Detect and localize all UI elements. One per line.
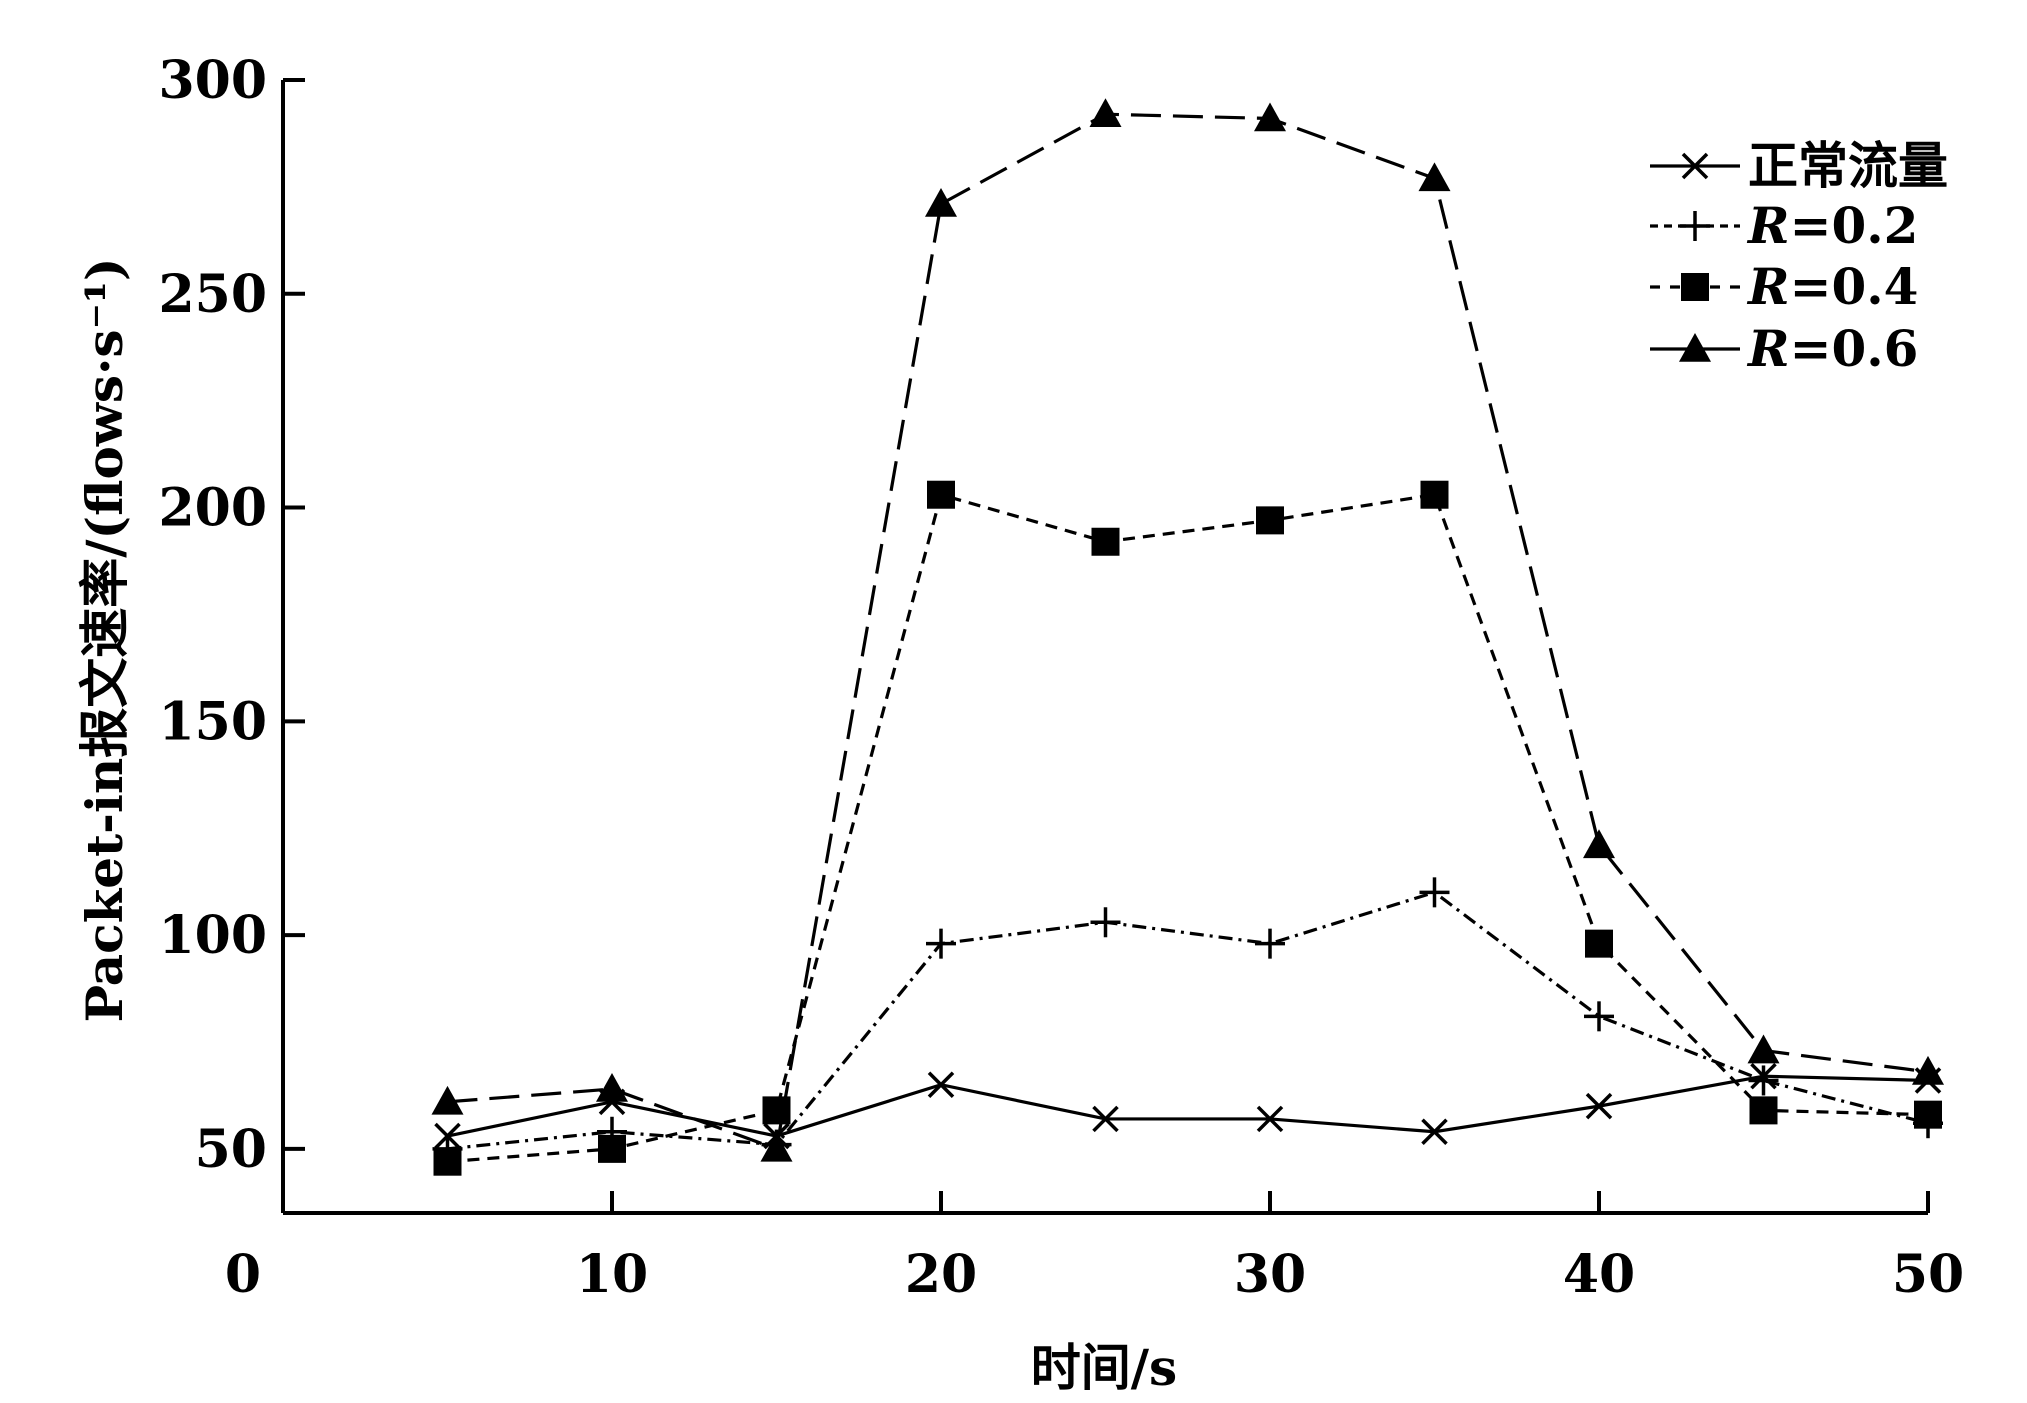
legend-label-variable: R — [1746, 319, 1790, 378]
data-point — [1914, 1100, 1942, 1129]
legend-item: 正常流量 — [1650, 136, 1948, 195]
data-point — [1583, 829, 1615, 859]
data-point — [1419, 877, 1450, 908]
data-point — [596, 1073, 628, 1102]
legend-marker — [1679, 333, 1711, 362]
series-3 — [433, 480, 1942, 1176]
data-point — [431, 1085, 464, 1115]
legend-item: R=0.4 — [1650, 257, 1918, 316]
data-point — [1256, 1105, 1284, 1133]
y-tick-label: 100 — [158, 905, 267, 966]
legend-item: R=0.6 — [1650, 319, 1918, 378]
series-layer — [431, 98, 1944, 1176]
x-tick-label: 40 — [1563, 1244, 1635, 1305]
data-point — [1256, 506, 1284, 535]
legend-label-value: =0.4 — [1790, 257, 1919, 316]
data-point — [1420, 480, 1449, 509]
y-tick-label: 150 — [158, 691, 267, 752]
legend-marker — [1680, 211, 1710, 241]
legend-label: R=0.2 — [1746, 196, 1918, 255]
x-tick-label: 10 — [576, 1244, 648, 1305]
series-line — [447, 112, 1929, 1152]
data-point — [1254, 102, 1286, 132]
data-point — [1418, 162, 1451, 192]
series-4 — [431, 98, 1944, 1162]
data-point — [1747, 1034, 1780, 1064]
legend-marker — [1681, 152, 1709, 180]
legend-label: R=0.6 — [1746, 319, 1918, 378]
legend-label-variable: R — [1746, 257, 1790, 316]
data-point — [1912, 1055, 1944, 1085]
y-tick-label: 300 — [158, 50, 267, 111]
legend-label: 正常流量 — [1748, 136, 1948, 195]
data-point — [760, 1132, 793, 1162]
y-axis-title: Packet-in报文速率/(flows·s⁻¹) — [75, 257, 134, 1022]
data-point — [927, 1071, 955, 1098]
legend-label: R=0.4 — [1746, 257, 1918, 316]
y-tick-label: 200 — [158, 478, 267, 539]
legend-label-variable: R — [1746, 196, 1790, 255]
data-point — [1584, 1001, 1614, 1032]
data-point — [598, 1134, 626, 1163]
series-2 — [432, 877, 1943, 1164]
legend-label-value: =0.2 — [1790, 196, 1919, 255]
data-point — [1089, 98, 1122, 128]
data-point — [1749, 1096, 1778, 1125]
data-point — [927, 480, 955, 509]
series-line — [447, 492, 1929, 1164]
data-point — [1091, 527, 1120, 556]
data-point — [1255, 928, 1285, 959]
data-point — [1585, 929, 1613, 958]
data-point — [1421, 1118, 1448, 1146]
legend-item: R=0.2 — [1650, 196, 1918, 255]
data-point — [1092, 1105, 1119, 1133]
data-point — [1585, 1092, 1613, 1120]
y-tick-label: 50 — [195, 1119, 267, 1180]
axes: 50 100 150 200 250 300 0 10 20 30 40 50 时间/s Packet-i… — [75, 50, 1964, 1397]
data-point — [1748, 1065, 1779, 1096]
data-point — [925, 187, 957, 217]
data-point — [1090, 907, 1121, 938]
x-axis-title: 时间/s — [1031, 1338, 1177, 1397]
data-point — [433, 1147, 462, 1176]
x-tick-label: 50 — [1892, 1244, 1964, 1305]
x-tick-label: 20 — [905, 1244, 977, 1305]
data-point — [926, 928, 956, 959]
series-line — [447, 1074, 1929, 1138]
legend-label-value: =0.6 — [1790, 319, 1919, 378]
y-tick-label: 250 — [158, 264, 267, 325]
legend-marker — [1681, 273, 1709, 301]
x-tick-label: 30 — [1234, 1244, 1306, 1305]
x-tick-label: 0 — [225, 1244, 261, 1305]
